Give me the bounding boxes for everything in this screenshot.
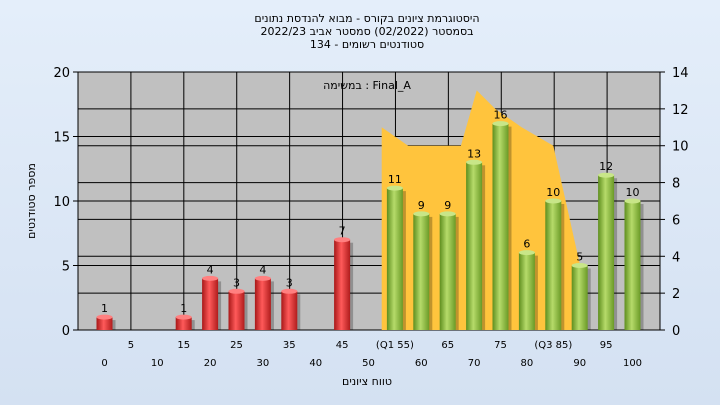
bar-cap xyxy=(202,275,219,281)
x-tick-label-upper: 75 xyxy=(494,340,507,351)
x-axis-label: טווח ציונים xyxy=(342,375,392,388)
y-axis-label: מספר סטודנטים xyxy=(25,163,38,239)
bar-value-label: 3 xyxy=(233,276,240,289)
bar xyxy=(466,162,483,330)
bar-value-label: 9 xyxy=(444,199,451,212)
bar-value-label: 4 xyxy=(207,263,214,276)
bar-value-label: 12 xyxy=(599,160,613,173)
bar-cap xyxy=(492,121,509,127)
x-tick-label-upper: 95 xyxy=(600,340,613,351)
bar-cap xyxy=(334,237,351,243)
x-tick-label-lower: 40 xyxy=(309,358,322,369)
bar-cap xyxy=(439,211,456,217)
bar-cap xyxy=(598,172,615,178)
chart-title: היסטוגרמת ציונים בקורס - מבוא להנדסת נתו… xyxy=(254,12,479,51)
x-tick-label-lower: 90 xyxy=(573,358,586,369)
bar-cap xyxy=(571,263,588,268)
bar xyxy=(598,175,615,330)
bar-cap xyxy=(413,211,430,217)
legend-label: במשימה : Final_A xyxy=(323,79,411,92)
left-tick-label: 5 xyxy=(62,260,70,275)
bar-value-label: 16 xyxy=(494,109,508,122)
title-line-1: היסטוגרמת ציונים בקורס - מבוא להנדסת נתו… xyxy=(254,12,479,25)
x-tick-label-lower: 80 xyxy=(521,358,534,369)
bar xyxy=(281,291,298,330)
bar xyxy=(334,239,351,330)
x-tick-label-upper: 5 xyxy=(128,340,134,351)
x-tick-label-lower: 0 xyxy=(101,358,107,369)
bar xyxy=(545,201,562,330)
left-tick-label: 10 xyxy=(53,195,70,210)
bar-cap xyxy=(386,185,403,191)
bar xyxy=(202,278,219,330)
bar-cap xyxy=(281,288,298,294)
bar-value-label: 3 xyxy=(286,276,293,289)
bar-value-label: 13 xyxy=(467,147,481,160)
left-y-axis: 0 5 10 15 20 xyxy=(53,66,78,339)
bar xyxy=(413,213,430,330)
bar-cap xyxy=(545,198,562,204)
right-tick-label: 14 xyxy=(672,66,689,81)
x-tick-label-upper: (Q1 55) xyxy=(376,340,414,351)
bar xyxy=(175,317,192,330)
x-tick-label-upper: 15 xyxy=(177,340,190,351)
bar-value-label: 10 xyxy=(626,186,640,199)
x-tick-label-upper: 65 xyxy=(441,340,454,351)
bar-value-label: 11 xyxy=(388,173,402,186)
x-tick-label-lower: 10 xyxy=(151,358,164,369)
bar-cap xyxy=(624,198,641,204)
right-tick-label: 10 xyxy=(672,140,689,155)
x-tick-label-lower: 50 xyxy=(362,358,375,369)
title-line-3: סטודנטים רשומים - 134 xyxy=(310,38,424,51)
bar xyxy=(228,291,245,330)
right-y-axis: 0 2 4 6 8 10 12 14 xyxy=(660,66,689,339)
bar-cap xyxy=(96,314,113,320)
bar-cap xyxy=(518,250,535,256)
bars xyxy=(96,121,644,330)
bar-value-label: 1 xyxy=(101,302,108,315)
bar xyxy=(492,123,509,330)
x-axis-ticks: 5 15 25 35 45 (Q1 55) 65 75 (Q3 85) 95 0 10 20 30 40 50… xyxy=(101,340,642,369)
left-tick-label: 0 xyxy=(62,324,70,339)
right-tick-label: 4 xyxy=(672,250,680,265)
bar-value-label: 1 xyxy=(180,302,187,315)
x-tick-label-upper: 45 xyxy=(336,340,349,351)
bar-cap xyxy=(175,314,192,320)
x-tick-label-lower: 30 xyxy=(257,358,270,369)
bar xyxy=(254,278,271,330)
left-tick-label: 15 xyxy=(53,131,70,146)
bar-value-label: 7 xyxy=(339,225,346,238)
bar xyxy=(624,201,641,330)
x-tick-label-lower: 100 xyxy=(623,358,642,369)
title-line-2: בסמסטר (02/2022) סמסטר אביב 2022/23 xyxy=(260,25,473,38)
right-tick-label: 6 xyxy=(672,213,680,228)
x-tick-label-lower: 20 xyxy=(204,358,217,369)
bar-value-label: 5 xyxy=(576,251,583,264)
bar xyxy=(571,265,588,330)
x-tick-label-upper: (Q3 85) xyxy=(534,340,572,351)
x-tick-label-upper: 25 xyxy=(230,340,243,351)
bar-value-label: 9 xyxy=(418,199,425,212)
bar xyxy=(518,252,535,330)
bar-cap xyxy=(228,288,245,294)
bar-cap xyxy=(466,159,483,165)
bar-value-label: 6 xyxy=(523,238,530,251)
right-tick-label: 0 xyxy=(672,324,680,339)
bar xyxy=(96,317,113,330)
bar-cap xyxy=(254,275,271,281)
x-tick-label-upper: 35 xyxy=(283,340,296,351)
bar-value-label: 4 xyxy=(259,263,266,276)
right-tick-label: 8 xyxy=(672,177,680,192)
left-tick-label: 20 xyxy=(53,66,70,81)
x-tick-label-lower: 70 xyxy=(468,358,481,369)
bar xyxy=(386,188,403,330)
bar xyxy=(439,213,456,330)
right-tick-label: 2 xyxy=(672,287,680,302)
bar-value-label: 10 xyxy=(546,186,560,199)
right-tick-label: 12 xyxy=(672,103,689,118)
x-tick-label-lower: 60 xyxy=(415,358,428,369)
